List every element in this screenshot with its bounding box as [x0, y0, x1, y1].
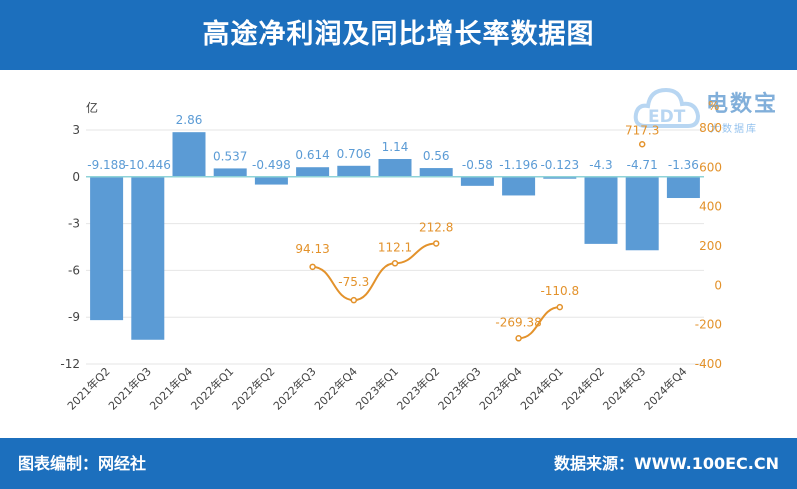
left-axis-tick: -12	[60, 357, 80, 371]
header-bar	[0, 0, 797, 70]
right-axis-tick: 600	[699, 160, 722, 174]
x-axis-category-label: 2021年Q3	[105, 364, 154, 413]
bar-series	[90, 132, 700, 340]
cloud-icon: EDT	[633, 87, 701, 128]
bar	[378, 159, 412, 177]
x-axis-category-label: 2021年Q2	[64, 364, 113, 413]
growth-value-label: -110.8	[540, 284, 579, 298]
right-axis-tick: 0	[714, 278, 722, 292]
bar	[460, 176, 494, 186]
chart-title: 高途净利润及同比增长率数据图	[202, 19, 595, 50]
data-labels: -9.188-10.446 2.86 0.537 -0.498 0.614 0.706 1.…	[87, 113, 699, 329]
growth-point	[638, 141, 646, 148]
x-axis-category-label: 2024年Q4	[641, 364, 690, 413]
bar	[666, 176, 700, 199]
line-series	[309, 141, 646, 342]
bar	[131, 176, 165, 340]
growth-line-segment	[312, 242, 437, 302]
bar	[584, 176, 618, 244]
x-axis-category-label: 2022年Q4	[311, 364, 360, 413]
growth-value-label: 212.8	[419, 220, 453, 234]
x-axis-category-label: 2023年Q3	[435, 364, 484, 413]
footer-data-source: 数据来源：WWW.100EC.CN	[553, 454, 779, 473]
right-axis-tick: 200	[699, 239, 722, 253]
chart-area: -9.188-10.446 2.86 0.537 -0.498 0.614 0.706 1.…	[60, 99, 722, 413]
bar-value-label: -0.58	[462, 158, 493, 172]
growth-point	[556, 303, 564, 311]
bar	[90, 176, 124, 321]
growth-point	[432, 240, 440, 247]
bar-value-label: 2.86	[176, 113, 203, 127]
x-axis-category-label: 2023年Q2	[394, 364, 443, 413]
bar-value-label: -0.123	[540, 158, 579, 172]
bar-value-label: -4.3	[589, 158, 612, 172]
growth-point	[309, 263, 316, 271]
bar	[172, 132, 206, 177]
growth-line-segment	[518, 306, 560, 340]
growth-point	[391, 260, 399, 267]
x-axis-category-label: 2023年Q1	[353, 364, 402, 413]
bar-value-label: 1.14	[382, 140, 409, 154]
grid-layer	[86, 129, 704, 365]
left-axis-tick: 0	[72, 170, 80, 184]
bar	[419, 168, 453, 177]
x-axis-category-label: 2021年Q4	[147, 364, 196, 413]
left-axis-tick: -3	[68, 217, 80, 231]
footer-bar: 图表编制：网经社 数据来源：WWW.100EC.CN	[0, 438, 797, 489]
left-axis-tick: -6	[68, 263, 80, 277]
bar-value-label: 0.537	[213, 149, 247, 163]
x-axis-category-label: 2024年Q1	[517, 364, 566, 413]
x-axis-category-label: 2023年Q4	[476, 364, 525, 413]
bar-value-label: -4.71	[627, 158, 658, 172]
bar-value-label: -1.36	[668, 158, 699, 172]
right-axis-tick: 400	[699, 200, 722, 214]
right-axis-tick: 800	[699, 121, 722, 135]
growth-value-label: 717.3	[625, 123, 659, 137]
watermark-logo: EDT 电数宝 大数据库	[632, 76, 792, 146]
logo-subtitle: 大数据库	[710, 124, 758, 135]
left-axis-unit: 亿	[86, 100, 98, 115]
bar-value-label: -0.498	[252, 158, 291, 172]
bar-value-label: -1.196	[499, 158, 538, 172]
growth-point	[350, 296, 358, 304]
right-axis-tick: -400	[695, 357, 722, 371]
footer-source-editor: 图表编制：网经社	[18, 454, 147, 473]
bar	[625, 176, 659, 251]
right-axis-unit: %	[708, 99, 719, 113]
bar-value-label: 0.614	[295, 148, 329, 162]
bar-value-label: 0.706	[337, 147, 371, 161]
growth-value-label: -75.3	[338, 275, 369, 289]
growth-point	[515, 335, 522, 342]
growth-value-label: -269.38	[495, 315, 541, 329]
left-axis-tick: -9	[68, 310, 80, 324]
x-axis-category-label: 2024年Q2	[559, 364, 608, 413]
logo-icon-letters: EDT	[648, 107, 686, 127]
x-axis-category-label: 2024年Q3	[600, 364, 649, 413]
x-axis-category-label: 2022年Q2	[229, 364, 278, 413]
bar	[502, 176, 536, 196]
bar-value-label: 0.56	[423, 149, 450, 163]
bar-value-label: -10.446	[125, 158, 171, 172]
left-axis-tick: 3	[72, 123, 80, 137]
bar	[296, 167, 330, 177]
right-axis-tick: -200	[695, 318, 722, 332]
x-axis-category-label: 2022年Q3	[270, 364, 319, 413]
logo-name: 电数宝	[706, 92, 779, 117]
growth-value-label: 112.1	[378, 240, 412, 254]
x-axis-category-label: 2022年Q1	[188, 364, 237, 413]
bar	[543, 176, 577, 179]
bar-value-label: -9.188	[87, 158, 126, 172]
bar	[337, 165, 371, 177]
growth-value-label: 94.13	[295, 242, 329, 256]
bar	[254, 176, 288, 185]
bar	[213, 168, 247, 177]
